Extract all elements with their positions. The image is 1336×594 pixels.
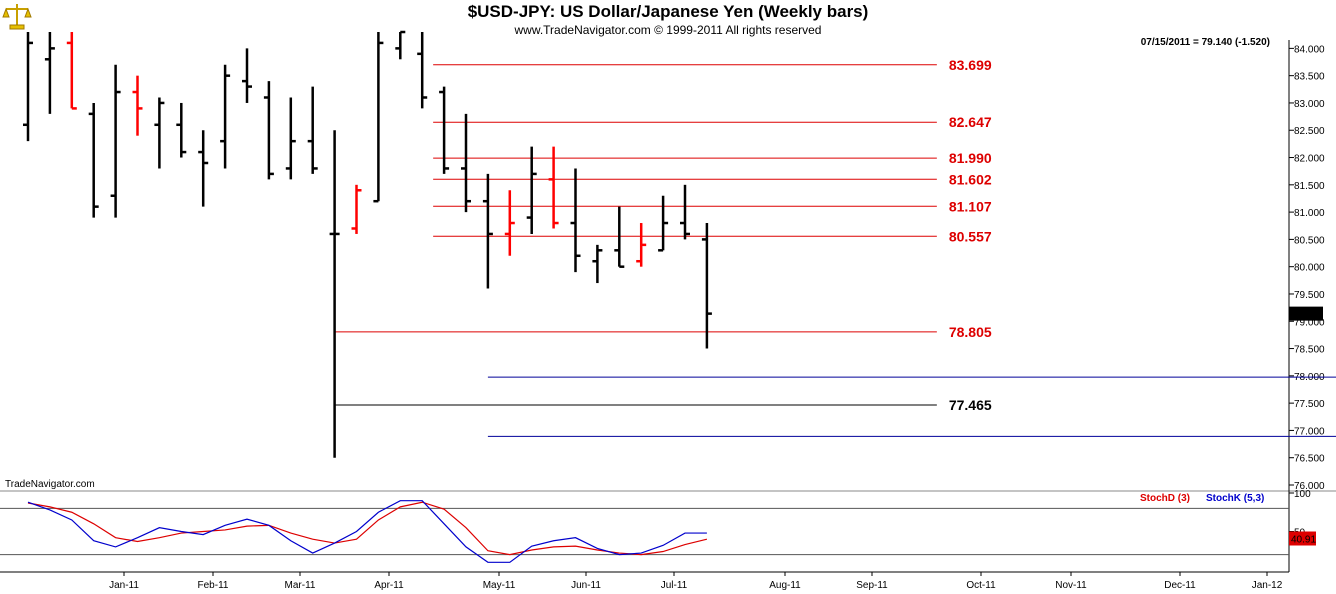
ohlc-bar	[154, 97, 165, 169]
ohlc-bar	[176, 102, 187, 158]
stoch-last-label: 40.91	[1291, 534, 1316, 545]
ohlc-bar	[44, 32, 55, 114]
time-tick-label: Dec-11	[1164, 580, 1196, 591]
level-label: 83.699	[949, 57, 992, 73]
ohlc-bar	[263, 81, 274, 180]
last-price-box	[1289, 306, 1323, 321]
last-price-marker: 79.140	[1289, 306, 1323, 321]
ohlc-bar	[636, 223, 647, 267]
ohlc-bar	[548, 146, 559, 229]
ohlc-bar	[66, 32, 77, 110]
ohlc-bar	[417, 32, 428, 109]
logo	[0, 0, 34, 30]
time-tick-label: Aug-11	[769, 580, 801, 591]
level-label: 81.602	[949, 171, 992, 187]
price-axis: 76.00076.50077.00077.50078.00078.50079.0…	[1289, 44, 1325, 492]
ohlc-bar	[329, 130, 340, 458]
price-tick-label: 80.500	[1294, 235, 1325, 246]
time-tick-label: Sep-11	[856, 580, 888, 591]
price-tick-label: 81.000	[1294, 208, 1325, 219]
ohlc-bar	[395, 30, 406, 60]
time-tick-label: Jan-12	[1252, 580, 1283, 591]
level-label: 78.805	[949, 324, 992, 340]
last-quote: 07/15/2011 = 79.140 (-1.520)	[1141, 37, 1270, 48]
watermark: TradeNavigator.com	[5, 479, 95, 490]
ohlc-bar	[373, 32, 384, 203]
ohlc-bar	[570, 168, 581, 273]
time-tick-label: Mar-11	[285, 580, 316, 591]
time-tick-label: Jan-11	[109, 580, 139, 591]
ohlc-bar	[592, 244, 603, 284]
stoch-legend-label: StochD (3)	[1140, 493, 1190, 504]
price-bars	[23, 30, 712, 458]
ohlc-bar	[351, 184, 362, 234]
ohlc-bar	[198, 130, 209, 207]
price-tick-label: 77.500	[1294, 399, 1325, 410]
price-tick-label: 79.500	[1294, 290, 1325, 301]
ohlc-bar	[307, 86, 318, 174]
price-tick-label: 77.000	[1294, 426, 1325, 437]
scales-icon	[2, 4, 32, 30]
time-tick-label: Nov-11	[1055, 580, 1087, 591]
time-tick-label: May-11	[483, 580, 516, 591]
time-tick-label: Jun-11	[571, 580, 601, 591]
ohlc-bar	[88, 102, 99, 218]
price-tick-label: 76.000	[1294, 481, 1325, 492]
stoch-last-box	[1289, 531, 1316, 546]
level-label: 80.557	[949, 228, 992, 244]
chart-title: $USD-JPY: US Dollar/Japanese Yen (Weekly…	[468, 2, 869, 21]
ohlc-bar	[23, 32, 33, 142]
ohlc-bar	[132, 75, 143, 136]
ohlc-bar	[220, 64, 231, 169]
ohlc-bar	[504, 190, 515, 256]
time-tick-label: Feb-11	[198, 580, 229, 591]
ohlc-bar	[680, 184, 690, 240]
price-tick-label: 80.000	[1294, 263, 1325, 274]
ohlc-bar	[701, 223, 712, 349]
ohlc-bar	[285, 97, 296, 180]
stoch-tick-label: 100	[1294, 489, 1311, 500]
ohlc-bar	[439, 86, 450, 174]
ohlc-bar	[242, 48, 252, 103]
ohlc-bar	[658, 195, 669, 252]
time-tick-label: Oct-11	[966, 580, 996, 591]
price-tick-label: 81.500	[1294, 181, 1325, 192]
time-tick-label: Jul-11	[661, 580, 688, 591]
last-price-label: 79.140	[1291, 310, 1322, 321]
time-axis: Jan-11 Feb-11 Mar-11 Apr-11 May-11 Jun-11 Jul-…	[109, 572, 1283, 591]
stoch-series-line	[27, 500, 707, 563]
ohlc-bar	[526, 146, 537, 234]
time-tick-label: Apr-11	[374, 580, 404, 591]
level-label: 81.990	[949, 150, 992, 166]
price-tick-label: 83.500	[1294, 72, 1325, 83]
price-tick-label: 78.500	[1294, 345, 1325, 356]
price-tick-label: 82.500	[1294, 126, 1325, 137]
ohlc-bar	[614, 206, 625, 268]
support-resistance-levels: 83.699 82.647 81.990 81.602 81.107 80.557 78.8…	[334, 57, 1336, 437]
copyright-subtitle: www.TradeNavigator.com © 1999-2011 All r…	[514, 23, 822, 37]
level-label: 77.465	[949, 397, 992, 413]
price-tick-label: 82.000	[1294, 154, 1325, 165]
stoch-legend-label: StochK (5,3)	[1206, 493, 1264, 504]
price-tick-label: 76.500	[1294, 454, 1325, 465]
price-tick-label: 79.000	[1294, 317, 1325, 328]
level-label: 82.647	[949, 114, 992, 130]
price-tick-label: 84.000	[1294, 44, 1325, 55]
ohlc-bar	[482, 173, 493, 289]
price-tick-label: 83.000	[1294, 99, 1325, 110]
stoch-series-line	[27, 501, 708, 556]
ohlc-bar	[461, 113, 471, 213]
level-label: 81.107	[949, 198, 992, 214]
ohlc-bar	[110, 64, 121, 218]
stochastic-panel: 10050StochD (3)StochK (5,3)40.91	[0, 489, 1316, 563]
